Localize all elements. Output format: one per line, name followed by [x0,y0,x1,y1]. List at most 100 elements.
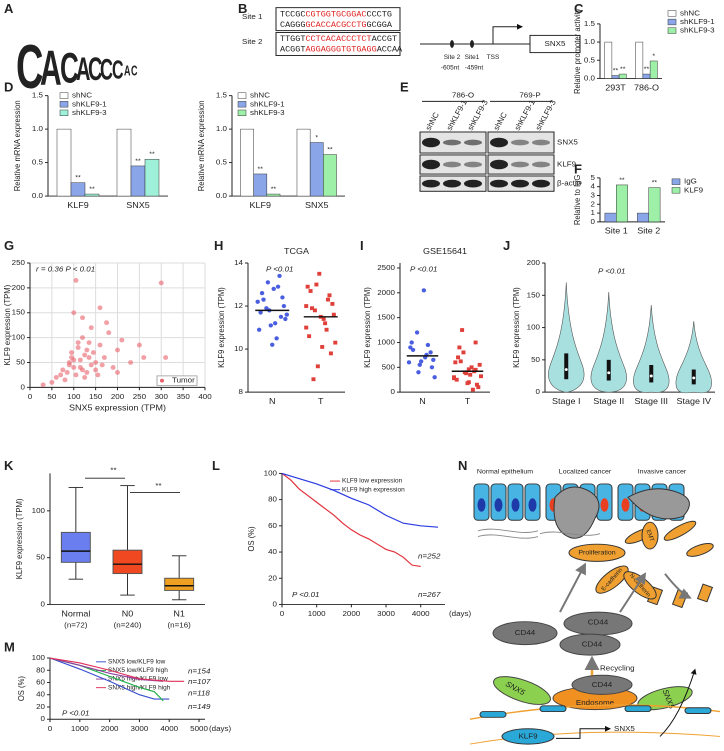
y-tick-label: 1000 [377,338,395,347]
y-tick-label: 8 [239,387,243,396]
point [304,304,309,308]
point [409,340,414,345]
point [84,347,90,353]
x-tick-label: 786-O [634,82,659,92]
panel-label: B [238,1,247,16]
bar [116,128,132,197]
point [327,293,332,298]
y-tick-label: 0.5 [584,55,596,64]
x-tick-label: Stage IV [677,396,712,406]
y-tick-label: 1.5 [584,19,596,28]
logo-letter: C [88,51,102,87]
x-axis-label: (days) [449,609,472,618]
logo-letter: A [76,51,90,87]
y-axis-label: Relative mRNA expression [197,100,206,191]
x-tick-label: N0 [122,608,134,618]
legend-swatch [160,378,164,383]
y-tick-label: 1.5 [216,91,228,100]
point [88,362,94,368]
panel-labels: A B C D E F G H I J K L M N [4,1,583,655]
legend-swatch [671,187,681,194]
annotation: P <0.01 [410,265,437,274]
panel-label: I [360,238,364,253]
violin [675,321,712,394]
legend-label: shKLF9-1 [680,17,715,26]
sequence: ACGGTAGGAGGGTGTGAGGACCAA [280,46,402,55]
point [453,360,458,365]
y-tick-label: 200 [527,258,541,267]
point [328,351,333,356]
y-axis-label: OS (%) [247,526,256,551]
process-label: EMT [644,529,654,543]
point [310,306,315,311]
point [136,342,142,348]
point [477,362,482,367]
nucleus [511,498,520,512]
significance: ** [149,151,155,158]
x-tick-label: 0 [28,392,33,401]
legend-swatch [59,101,69,108]
x-tick-label: 4000 [160,724,178,733]
y-tick-label: 14 [234,258,244,267]
y-tick-label: 100 [32,506,46,515]
violin [590,292,627,393]
legend-swatch [667,10,677,17]
bar [84,193,100,197]
point [95,372,101,378]
cell-line: 786-O [452,91,474,100]
point [71,310,77,316]
bar [642,73,651,79]
x-tick-label: 50 [47,392,57,401]
legend-label: shNC [680,9,700,18]
y-tick-label: 2 [591,199,595,208]
point [80,335,85,341]
lane-label: shKLF9-3 [466,99,490,132]
significance: ** [89,186,95,193]
legend-swatch [59,92,69,99]
point [425,342,431,348]
count-label: (n=16) [168,621,192,630]
point [255,299,260,304]
point [428,350,433,355]
point [305,284,310,289]
point [258,310,263,315]
position-label: -459nt [465,65,484,72]
bar [56,128,72,197]
logo-letter: C [112,54,124,84]
annotation: P <0.01 [266,265,293,274]
count-label: (n=72) [64,621,88,630]
y-tick-label: 0 [391,387,396,396]
point [49,379,55,385]
panel-label: L [212,458,220,473]
x-tick-label: 3000 [131,724,149,733]
y-tick-label: 0 [536,387,541,396]
annotation: ** [155,481,162,490]
y-axis-label: KLF9 expression (TPM) [217,287,226,368]
site-label: Site 2 [444,54,461,61]
point [307,334,312,339]
y-tick-label: 10 [234,344,244,353]
y-axis-label: OS (%) [17,676,26,701]
point [417,362,422,367]
tss-label: TSS [487,54,500,61]
y-tick-label: 12 [234,301,243,310]
legend-swatch [667,18,677,26]
y-tick-label: 80 [268,495,278,504]
point [452,376,456,381]
logo-letter: C [60,45,79,92]
lane-label: shNC [492,111,510,132]
y-axis-label: Relative to IgG [573,175,582,226]
bar [296,128,311,197]
legend-label: Tumor [172,376,195,385]
significance: ** [620,66,626,73]
point [75,345,81,350]
x-tick-label: 200 [111,392,125,401]
y-tick-label: 60 [36,678,46,687]
y-axis-label: KLF9 expression (TPM) [512,287,521,368]
x-tick-label: N [419,396,425,406]
gene-label: SNX5 [545,39,567,48]
point [457,345,462,350]
point [62,377,68,383]
legend-swatch [59,109,69,116]
point [312,308,317,313]
